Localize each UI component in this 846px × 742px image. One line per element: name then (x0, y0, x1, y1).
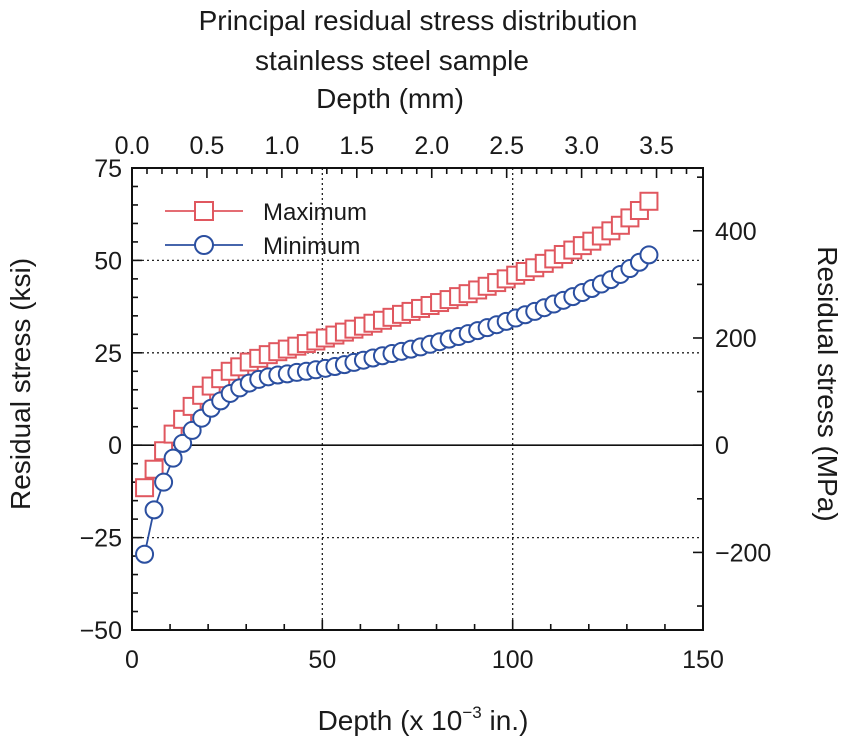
gridlines (132, 168, 703, 630)
x-tick-label-1: 50 (308, 646, 336, 674)
y-tick-label-1: −25 (80, 525, 122, 553)
legend: Maximum Minimum (165, 199, 367, 260)
right-y-tick-label-3: 400 (715, 218, 757, 246)
top-x-tick-label-7: 3.5 (639, 132, 674, 160)
y-tick-label-0: −50 (80, 617, 122, 645)
top-x-tick-label-1: 0.5 (190, 132, 225, 160)
point-minimum (639, 245, 659, 265)
x-axis-label: Depth (x 10−3 in.) (318, 703, 529, 736)
chart-subtitle: stainless steel sample (255, 45, 529, 76)
legend-maximum-label: Maximum (263, 199, 367, 226)
point-minimum (182, 420, 202, 440)
left-y-axis: −50 −25 0 25 50 75 (80, 155, 142, 645)
y-tick-label-5: 75 (94, 155, 122, 183)
legend-minimum-label: Minimum (263, 233, 360, 260)
point-minimum (154, 472, 174, 492)
series-layer (135, 191, 659, 564)
right-y-axis: −200 0 200 400 (693, 176, 771, 607)
x-tick-label-3: 150 (682, 646, 724, 674)
legend-minimum-marker (194, 235, 214, 255)
point-maximum (639, 191, 659, 211)
legend-maximum-marker (194, 201, 214, 221)
series-maximum (135, 191, 659, 498)
top-x-tick-label-3: 1.5 (339, 132, 374, 160)
y-tick-label-4: 50 (94, 247, 122, 275)
y-tick-label-3: 25 (94, 340, 122, 368)
point-maximum (135, 478, 155, 498)
right-y-tick-label-0: −200 (715, 539, 771, 567)
point-minimum (135, 544, 155, 564)
right-y-tick-label-1: 0 (715, 432, 729, 460)
top-x-tick-label-2: 1.0 (264, 132, 299, 160)
point-minimum (144, 500, 164, 520)
top-x-tick-label-5: 2.5 (489, 132, 524, 160)
x-tick-label-2: 100 (492, 646, 534, 674)
y-tick-label-2: 0 (108, 432, 122, 460)
chart-title: Principal residual stress distribution (199, 5, 638, 36)
right-y-axis-label: Residual stress (MPa) (812, 246, 843, 521)
point-minimum (173, 433, 193, 453)
top-x-axis-label: Depth (mm) (316, 83, 464, 114)
y-axis-label: Residual stress (ksi) (5, 258, 36, 510)
point-maximum (144, 459, 164, 479)
point-minimum (163, 448, 183, 468)
bottom-x-axis: 0 50 100 150 (125, 620, 724, 674)
x-tick-label-0: 0 (125, 646, 139, 674)
series-minimum (135, 245, 659, 564)
top-x-axis: 0.0 0.5 1.0 1.5 2.0 2.5 3.0 3.5 (115, 132, 688, 178)
top-x-tick-label-6: 3.0 (564, 132, 599, 160)
top-x-tick-label-4: 2.0 (414, 132, 449, 160)
top-x-tick-label-0: 0.0 (115, 132, 150, 160)
right-y-tick-label-2: 200 (715, 325, 757, 353)
